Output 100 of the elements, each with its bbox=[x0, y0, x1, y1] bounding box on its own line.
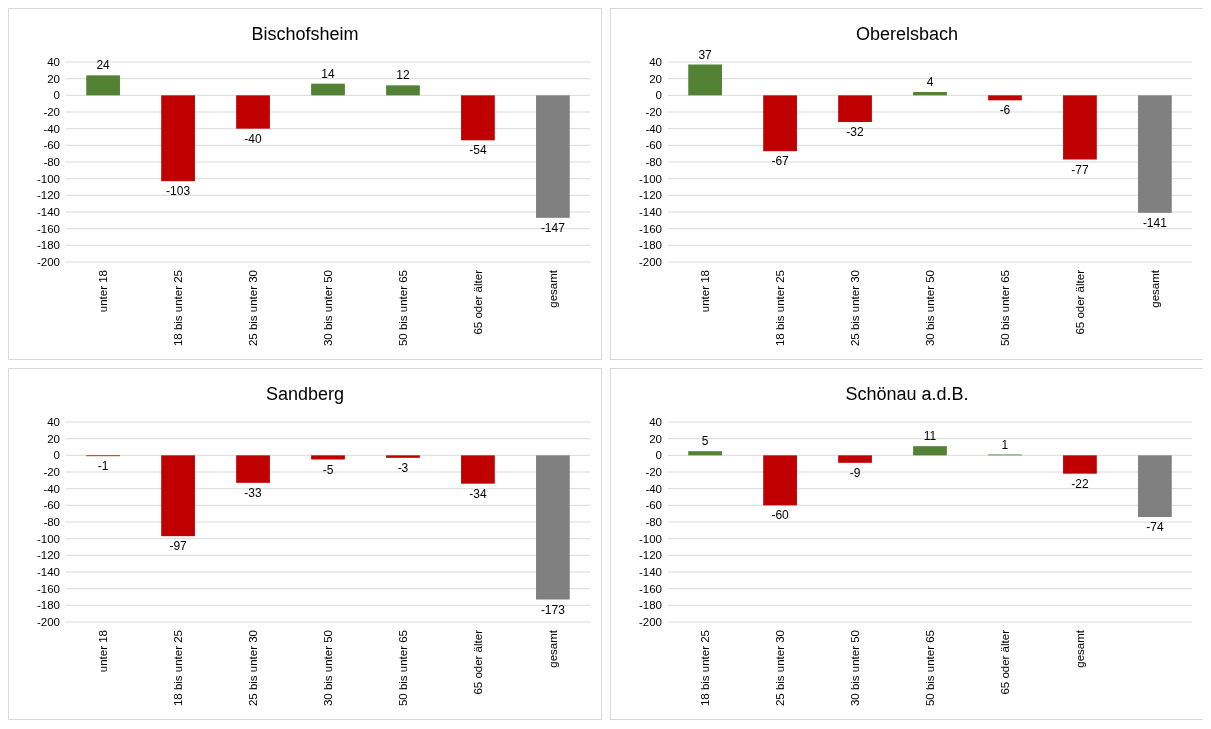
y-tick-label: 40 bbox=[649, 416, 662, 429]
x-tick-label: 30 bis unter 50 bbox=[924, 270, 937, 347]
data-label: -32 bbox=[846, 125, 865, 139]
bar bbox=[763, 95, 797, 152]
y-tick-label: -200 bbox=[638, 256, 662, 269]
y-tick-label: -120 bbox=[36, 189, 60, 202]
x-tick-label: 25 bis unter 30 bbox=[247, 270, 260, 347]
y-tick-label: -120 bbox=[638, 189, 662, 202]
bar bbox=[161, 95, 195, 182]
data-label: -9 bbox=[849, 465, 861, 480]
y-tick-label: -120 bbox=[36, 549, 60, 562]
y-tick-label: 40 bbox=[47, 56, 60, 69]
data-label: -60 bbox=[771, 508, 790, 523]
bar bbox=[386, 85, 420, 96]
data-label: -173 bbox=[540, 602, 566, 617]
y-tick-label: -160 bbox=[638, 582, 662, 595]
bar bbox=[1063, 455, 1097, 474]
bar bbox=[86, 75, 120, 96]
x-tick-label: gesamt bbox=[546, 269, 559, 308]
x-tick-label: 25 bis unter 30 bbox=[849, 270, 862, 347]
y-tick-label: -180 bbox=[36, 599, 60, 612]
x-tick-label: 25 bis unter 30 bbox=[774, 630, 787, 707]
x-tick-label: 18 bis unter 25 bbox=[699, 630, 712, 707]
data-label: -103 bbox=[166, 184, 191, 199]
data-label: -77 bbox=[1071, 162, 1089, 177]
y-tick-label: -200 bbox=[638, 616, 662, 629]
x-tick-label: 30 bis unter 50 bbox=[322, 630, 335, 707]
y-tick-label: 20 bbox=[649, 432, 662, 445]
y-tick-label: -160 bbox=[638, 222, 662, 235]
data-label: 37 bbox=[698, 47, 713, 62]
y-tick-label: -20 bbox=[43, 466, 60, 479]
data-label: 12 bbox=[396, 68, 410, 83]
x-tick-label: 50 bis unter 65 bbox=[998, 270, 1011, 347]
bar bbox=[763, 455, 797, 506]
x-tick-label: 25 bis unter 30 bbox=[247, 630, 260, 707]
y-tick-label: -80 bbox=[645, 156, 662, 169]
bar bbox=[461, 95, 495, 141]
data-label: -5 bbox=[322, 462, 334, 477]
y-tick-label: -120 bbox=[638, 549, 662, 562]
y-tick-label: -140 bbox=[638, 206, 662, 219]
data-label: -6 bbox=[999, 103, 1011, 118]
y-tick-label: -20 bbox=[645, 466, 662, 479]
data-label: -34 bbox=[469, 486, 487, 501]
y-tick-label: -100 bbox=[36, 532, 60, 545]
y-tick-label: -140 bbox=[36, 206, 60, 219]
x-tick-label: gesamt bbox=[1148, 269, 1161, 308]
y-tick-label: -60 bbox=[43, 499, 60, 512]
x-tick-label: 18 bis unter 25 bbox=[172, 270, 185, 347]
y-tick-label: -160 bbox=[36, 582, 60, 595]
x-tick-label: 65 oder älter bbox=[998, 629, 1011, 695]
y-tick-label: -140 bbox=[36, 566, 60, 579]
x-tick-label: unter 18 bbox=[97, 630, 110, 673]
data-label: 14 bbox=[321, 66, 335, 81]
y-tick-label: 0 bbox=[655, 89, 662, 102]
bar bbox=[838, 95, 872, 122]
x-tick-label: gesamt bbox=[1073, 629, 1086, 668]
bar bbox=[913, 92, 947, 96]
x-tick-label: 30 bis unter 50 bbox=[849, 630, 862, 707]
x-tick-label: 65 oder älter bbox=[471, 269, 484, 335]
bar bbox=[1138, 95, 1172, 213]
chart-title: Oberelsbach bbox=[855, 24, 959, 44]
y-tick-label: -140 bbox=[638, 566, 662, 579]
x-tick-label: 50 bis unter 65 bbox=[396, 270, 409, 347]
data-label: -74 bbox=[1146, 520, 1164, 534]
y-tick-label: -40 bbox=[645, 482, 662, 495]
y-tick-label: -20 bbox=[43, 106, 60, 119]
x-tick-label: unter 18 bbox=[699, 270, 712, 313]
data-label: 24 bbox=[96, 58, 111, 73]
bar bbox=[1138, 455, 1172, 517]
data-label: -22 bbox=[1071, 476, 1089, 491]
y-tick-label: -60 bbox=[645, 139, 662, 152]
x-tick-label: 65 oder älter bbox=[471, 629, 484, 695]
y-tick-label: 20 bbox=[649, 72, 662, 85]
y-tick-label: -80 bbox=[645, 516, 662, 529]
data-label: -97 bbox=[169, 539, 188, 554]
y-tick-label: -180 bbox=[36, 239, 60, 252]
bar bbox=[913, 446, 947, 456]
data-label: -67 bbox=[771, 154, 790, 169]
chart-title: Schönau a.d.B. bbox=[845, 384, 969, 404]
data-label: -40 bbox=[244, 131, 263, 146]
data-label: 11 bbox=[923, 429, 937, 444]
y-tick-label: -40 bbox=[43, 122, 60, 135]
y-tick-label: 0 bbox=[655, 449, 662, 462]
bar bbox=[988, 95, 1022, 101]
chart-title: Bischofsheim bbox=[251, 24, 359, 44]
data-label: -33 bbox=[244, 485, 263, 500]
y-tick-label: -40 bbox=[43, 482, 60, 495]
y-tick-label: 40 bbox=[649, 56, 662, 69]
x-tick-label: 18 bis unter 25 bbox=[774, 270, 787, 347]
data-label: 5 bbox=[701, 434, 709, 449]
y-tick-label: -200 bbox=[36, 616, 60, 629]
y-tick-label: 0 bbox=[53, 89, 60, 102]
x-tick-label: 50 bis unter 65 bbox=[396, 630, 409, 707]
x-tick-label: 65 oder älter bbox=[1073, 269, 1086, 335]
x-tick-label: unter 18 bbox=[97, 270, 110, 313]
y-tick-label: 0 bbox=[53, 449, 60, 462]
x-tick-label: 50 bis unter 65 bbox=[924, 630, 937, 707]
y-tick-label: -80 bbox=[43, 156, 60, 169]
x-tick-label: 30 bis unter 50 bbox=[322, 270, 335, 347]
y-tick-label: -100 bbox=[638, 532, 662, 545]
